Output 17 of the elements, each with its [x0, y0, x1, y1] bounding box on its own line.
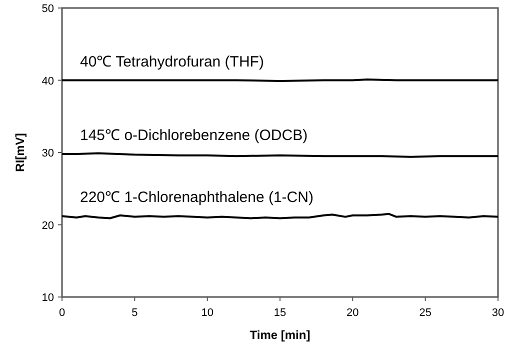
x-tick-label: 10 — [201, 307, 214, 319]
series-label: 40℃ Tetrahydrofuran (THF) — [80, 53, 264, 70]
y-tick-label: 40 — [42, 75, 54, 88]
y-tick-label: 20 — [42, 220, 54, 232]
x-tick-label: 15 — [274, 307, 286, 319]
x-tick-label: 5 — [132, 307, 138, 319]
x-tick-label: 30 — [492, 307, 504, 319]
y-axis-title: RI[mV] — [13, 133, 27, 172]
x-axis-title: Time [min] — [250, 328, 310, 342]
series-label: 145℃ o-Dichlorebenzene (ODCB) — [80, 126, 308, 144]
series-label: 220℃ 1-Chlorenaphthalene (1-CN) — [80, 189, 314, 206]
x-tick-label: 20 — [346, 307, 359, 319]
y-tick-label: 50 — [42, 3, 54, 15]
y-tick-label: 10 — [42, 292, 54, 304]
y-tick-label: 30 — [42, 148, 54, 160]
x-tick-label: 25 — [419, 307, 432, 319]
x-tick-label: 0 — [58, 307, 66, 319]
